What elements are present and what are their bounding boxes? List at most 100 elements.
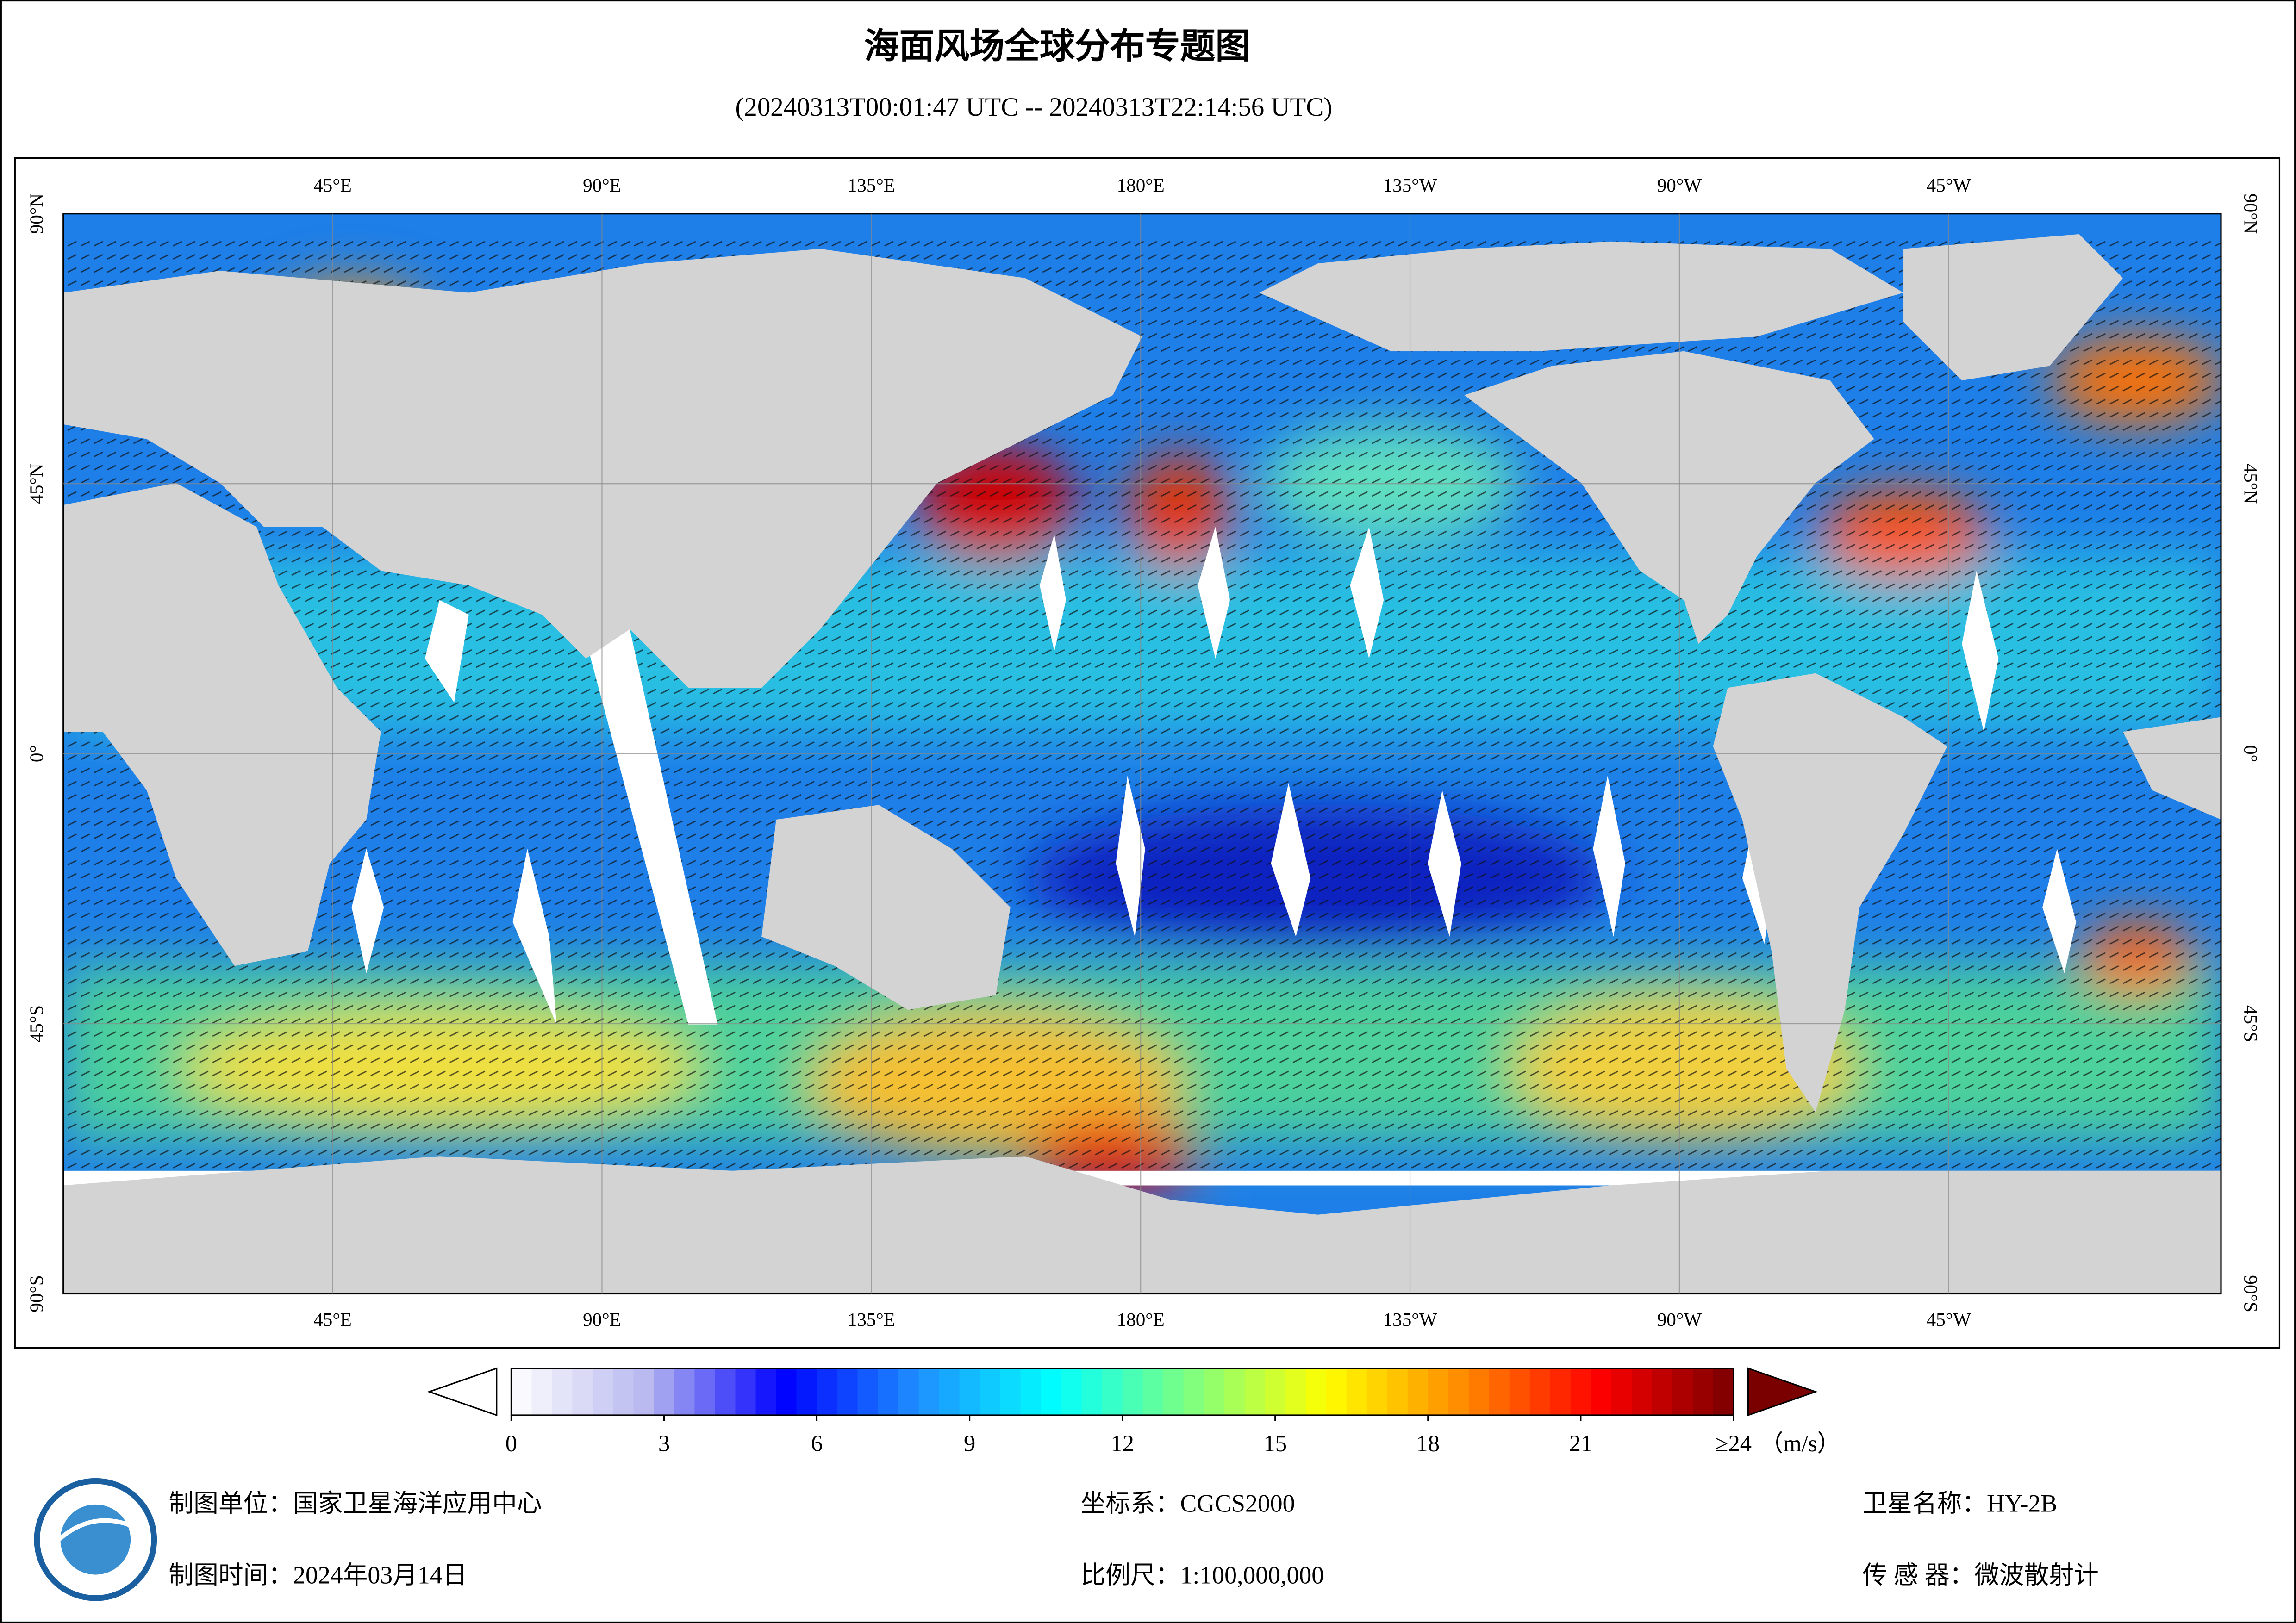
colorbar-step: [1041, 1368, 1062, 1415]
footer-date: 制图时间：2024年03月14日: [168, 1561, 467, 1589]
colorbar-step: [980, 1368, 1001, 1415]
lon-label: 90°W: [1657, 1309, 1702, 1330]
lon-label: 90°E: [583, 1309, 621, 1330]
colorbar-unit: （m/s）: [1760, 1430, 1841, 1456]
colorbar-step: [613, 1368, 635, 1415]
colorbar-label: 21: [1569, 1430, 1593, 1456]
colorbar-step: [1631, 1368, 1653, 1415]
footer-satellite: 卫星名称：HY-2B: [1862, 1489, 2057, 1517]
colorbar-step: [1591, 1368, 1612, 1415]
colorbar-step: [654, 1368, 675, 1415]
colorbar-step: [1692, 1368, 1714, 1415]
lon-label: 90°W: [1657, 174, 1702, 196]
lat-label: 45°N: [2240, 464, 2262, 504]
colorbar-step: [1407, 1368, 1429, 1415]
colorbar-label: 15: [1263, 1430, 1287, 1456]
colorbar-step: [939, 1368, 961, 1415]
colorbar-step: [1550, 1368, 1572, 1415]
colorbar-step: [1000, 1368, 1022, 1415]
title: 海面风场全球分布专题图: [864, 25, 1251, 66]
colorbar-step: [1081, 1368, 1103, 1415]
colorbar-label: 9: [964, 1430, 975, 1456]
colorbar-over: [1747, 1367, 1818, 1417]
colorbar-step: [796, 1368, 818, 1415]
colorbar-step: [1285, 1368, 1307, 1415]
colorbar-step: [1326, 1368, 1348, 1415]
footer-sensor: 传 感 器：微波散射计: [1862, 1561, 2099, 1589]
colorbar-step: [1183, 1368, 1205, 1415]
colorbar-step: [511, 1368, 532, 1415]
colorbar-step: [1489, 1368, 1510, 1415]
colorbar-step: [1224, 1368, 1246, 1415]
colorbar-step: [735, 1368, 757, 1415]
colorbar-under: [427, 1367, 498, 1417]
colorbar-label: 3: [658, 1430, 670, 1456]
colorbar-step: [1061, 1368, 1083, 1415]
colorbar-step: [755, 1368, 777, 1415]
lat-label: 90°N: [2240, 193, 2262, 234]
footer-scale: 比例尺：1:100,000,000: [1081, 1561, 1324, 1589]
lon-label: 135°W: [1383, 174, 1437, 196]
colorbar-step: [1652, 1368, 1673, 1415]
colorbar-step: [1529, 1368, 1551, 1415]
colorbar-step: [837, 1368, 859, 1415]
colorbar-step: [715, 1368, 736, 1415]
colorbar-step: [918, 1368, 940, 1415]
colorbar-step: [1163, 1368, 1185, 1415]
lat-label: 45°N: [25, 464, 47, 504]
logo: [34, 1478, 157, 1601]
colorbar-step: [1428, 1368, 1449, 1415]
lon-label: 90°E: [583, 174, 621, 196]
colorbar-step: [1611, 1368, 1633, 1415]
subtitle: (20240313T00:01:47 UTC -- 20240313T22:14…: [735, 93, 1332, 122]
colorbar-step: [1672, 1368, 1694, 1415]
lat-label: 45°S: [25, 1005, 47, 1042]
colorbar-step: [1265, 1368, 1286, 1415]
colorbar-step: [1509, 1368, 1531, 1415]
colorbar-step: [898, 1368, 920, 1415]
colorbar-label: 18: [1416, 1430, 1440, 1456]
colorbar-step: [1204, 1368, 1225, 1415]
colorbar-step: [1713, 1368, 1734, 1415]
colorbar-step: [1305, 1368, 1327, 1415]
lon-label: 135°W: [1383, 1309, 1437, 1330]
colorbar-step: [531, 1368, 553, 1415]
colorbar-label: ≥24: [1716, 1430, 1752, 1456]
lon-label: 180°E: [1117, 1309, 1165, 1330]
colorbar-step: [776, 1368, 798, 1415]
lat-label: 90°N: [25, 193, 47, 234]
lat-label: 0°: [2240, 745, 2262, 762]
lon-label: 45°W: [1927, 1309, 1972, 1330]
colorbar-label: 0: [505, 1430, 517, 1456]
colorbar-step: [1387, 1368, 1409, 1415]
lat-label: 90°S: [25, 1275, 47, 1312]
lon-label: 180°E: [1117, 174, 1165, 196]
footer-crs: 坐标系：CGCS2000: [1081, 1489, 1295, 1517]
colorbar-step: [552, 1368, 574, 1415]
lon-label: 45°E: [313, 1309, 352, 1330]
lon-label: 45°W: [1927, 174, 1972, 196]
lon-label: 45°E: [313, 174, 352, 196]
colorbar-step: [694, 1368, 716, 1415]
colorbar-step: [1122, 1368, 1144, 1415]
colorbar-step: [572, 1368, 594, 1415]
colorbar-label: 12: [1111, 1430, 1134, 1456]
colorbar-step: [878, 1368, 899, 1415]
lat-label: 90°S: [2240, 1275, 2262, 1312]
colorbar-label: 6: [811, 1430, 823, 1456]
lon-label: 135°E: [848, 174, 895, 196]
colorbar-step: [817, 1368, 838, 1415]
colorbar-step: [1346, 1368, 1368, 1415]
colorbar-step: [1448, 1368, 1470, 1415]
colorbar-step: [857, 1368, 879, 1415]
colorbar-step: [1244, 1368, 1266, 1415]
colorbar-step: [1102, 1368, 1123, 1415]
colorbar-step: [1570, 1368, 1592, 1415]
lat-label: 45°S: [2240, 1005, 2262, 1042]
colorbar-step: [1020, 1368, 1042, 1415]
colorbar-step: [1468, 1368, 1490, 1415]
colorbar-step: [959, 1368, 981, 1415]
colorbar-step: [593, 1368, 614, 1415]
colorbar-step: [1142, 1368, 1164, 1415]
